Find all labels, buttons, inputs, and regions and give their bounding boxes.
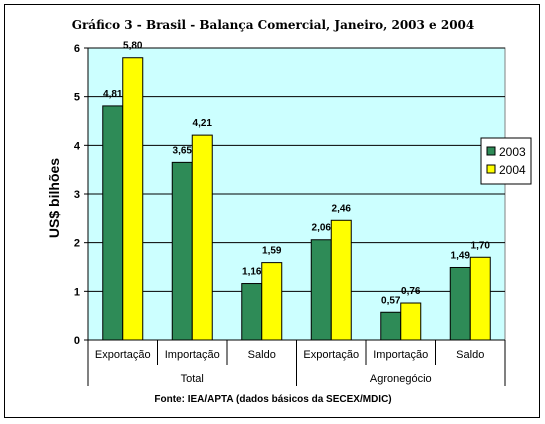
x-group-label: Agronegócio xyxy=(370,373,432,385)
y-tick-label: 6 xyxy=(74,43,80,55)
y-tick-label: 2 xyxy=(74,238,80,250)
data-label: 1,70 xyxy=(471,240,491,251)
legend-box xyxy=(480,137,532,185)
y-tick-label: 5 xyxy=(74,92,80,104)
x-category-label: Saldo xyxy=(456,349,484,361)
x-category-label: Exportação xyxy=(95,349,151,361)
x-category-label: Saldo xyxy=(248,349,276,361)
data-label: 3,65 xyxy=(173,145,193,156)
bar-2004 xyxy=(122,57,144,341)
y-axis-label: US$ bilhões xyxy=(46,158,62,238)
bar-2004 xyxy=(400,302,422,341)
bar-2004 xyxy=(261,262,283,341)
data-label: 1,49 xyxy=(451,250,471,261)
bar-2003 xyxy=(449,266,471,341)
x-category-label: Importação xyxy=(373,349,428,361)
bar-2003 xyxy=(171,161,193,341)
data-label: 0,76 xyxy=(401,286,421,297)
chart-title: Gráfico 3 - Brasil - Balança Comercial, … xyxy=(72,18,475,32)
bar-2004 xyxy=(469,256,491,341)
data-label: 0,57 xyxy=(381,295,401,306)
chart-frame: Gráfico 3 - Brasil - Balança Comercial, … xyxy=(4,4,540,418)
bar-2003 xyxy=(241,283,263,341)
y-tick-label: 0 xyxy=(74,335,80,347)
x-category-label: Importação xyxy=(165,349,220,361)
x-group-label: Total xyxy=(181,373,204,385)
data-label: 2,06 xyxy=(312,223,332,234)
legend-label-2003: 2003 xyxy=(499,145,526,159)
y-tick-label: 3 xyxy=(74,189,80,201)
legend-label-2004: 2004 xyxy=(499,163,526,177)
data-label: 5,80 xyxy=(123,41,143,52)
bar-2004 xyxy=(330,219,352,341)
bar-2003 xyxy=(310,239,332,341)
data-label: 4,81 xyxy=(103,89,123,100)
y-tick-label: 1 xyxy=(74,286,80,298)
legend-swatch-2004 xyxy=(486,164,496,174)
data-label: 4,21 xyxy=(193,118,213,129)
legend-swatch-2003 xyxy=(486,146,496,156)
y-tick-label: 4 xyxy=(74,140,81,152)
bar-2004 xyxy=(191,134,213,341)
bar-2003 xyxy=(380,311,402,341)
data-label: 1,16 xyxy=(242,267,262,278)
x-category-label: Exportação xyxy=(303,349,359,361)
bar-2003 xyxy=(102,105,124,341)
source-note: Fonte: IEA/APTA (dados básicos da SECEX/… xyxy=(154,394,391,405)
data-label: 1,59 xyxy=(262,246,282,257)
data-label: 2,46 xyxy=(332,203,352,214)
chart-svg: Gráfico 3 - Brasil - Balança Comercial, … xyxy=(46,18,532,405)
